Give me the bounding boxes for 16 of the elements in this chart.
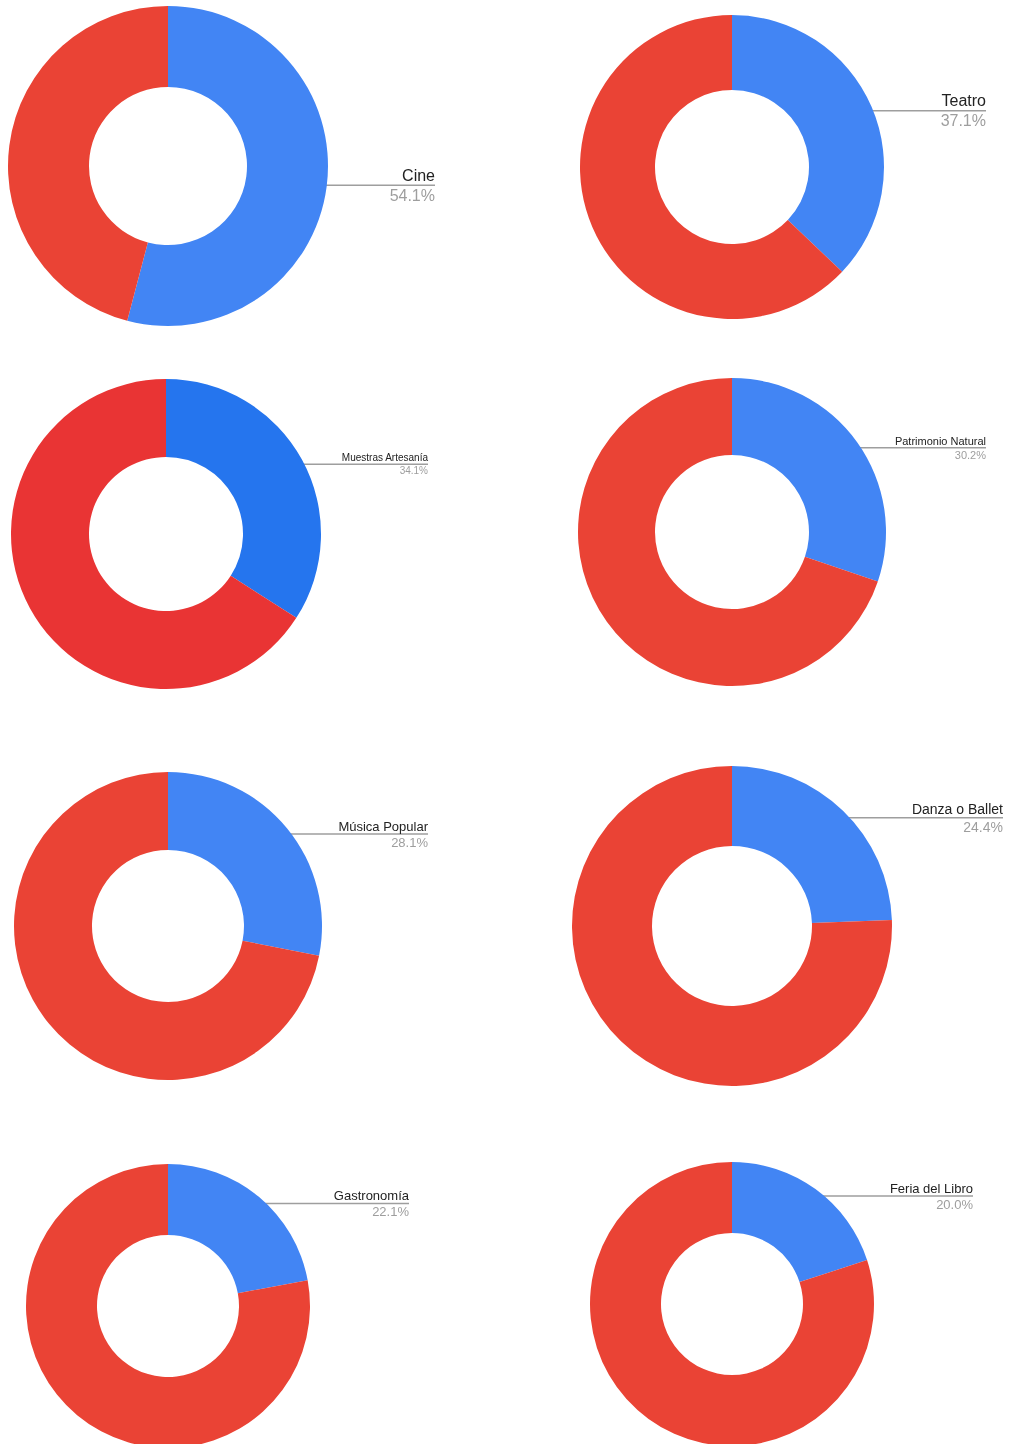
data-label: 28.1% (391, 834, 429, 850)
data-label: 20.0% (936, 1196, 974, 1212)
slice-label: Música Popular (338, 818, 429, 834)
data-label: 22.1% (372, 1203, 410, 1219)
slice-label: Feria del Libro (889, 1180, 973, 1196)
slice-label: Muestras Artesanía (341, 452, 429, 464)
data-label: 54.1% (389, 186, 435, 204)
slice-label: Teatro (941, 92, 987, 110)
slice-label: Danza o Ballet (911, 800, 1004, 817)
data-label: 24.4% (963, 818, 1003, 835)
slice-label: Patrimonio Natural (894, 434, 986, 447)
slice-label: Cine (402, 166, 436, 184)
data-label: 30.2% (954, 448, 987, 461)
data-label: 37.1% (940, 112, 986, 130)
data-label: 34.1% (399, 465, 429, 477)
slice-label: Gastronomía (333, 1187, 410, 1203)
